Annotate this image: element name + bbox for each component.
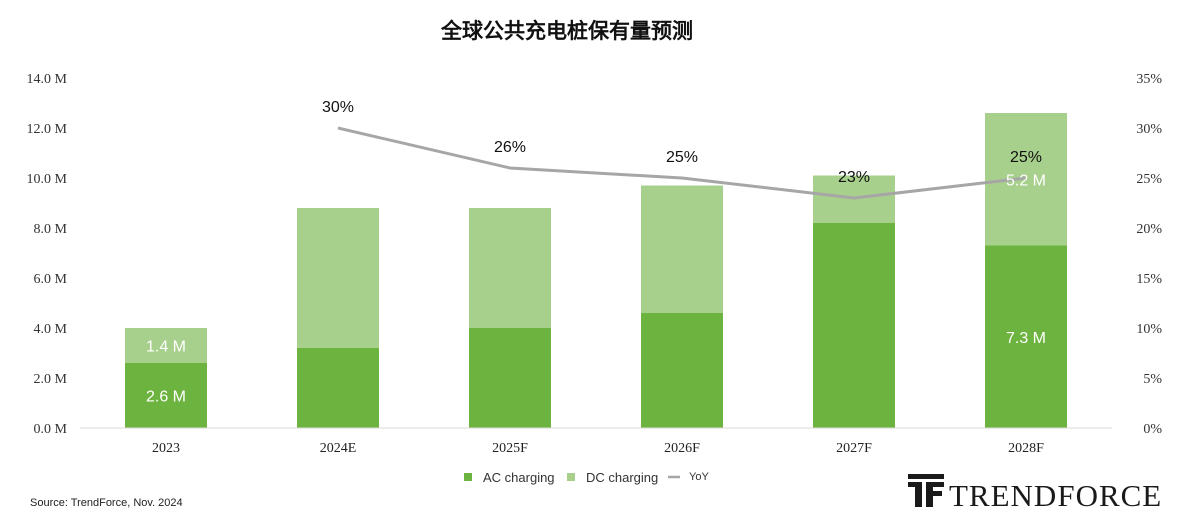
y-left-tick-7: 14.0 M xyxy=(27,72,68,87)
bar-ac-2027F xyxy=(813,223,895,428)
yoy-label-2026F: 25% xyxy=(666,149,698,166)
bar-label-ac-2023: 2.6 M xyxy=(146,389,186,406)
bar-ac-2023 xyxy=(125,363,207,428)
chart-title: 全球公共充电桩保有量预测 xyxy=(440,18,693,43)
legend-swatch-dc xyxy=(567,473,575,481)
yoy-line-layer xyxy=(337,126,1027,200)
x-tick-2025F: 2025F xyxy=(492,441,528,456)
x-tick-2023: 2023 xyxy=(152,441,180,456)
bar-dc-2024E xyxy=(297,208,379,348)
bar-dc-2023 xyxy=(125,328,207,363)
legend-label-ac: AC charging xyxy=(483,470,555,485)
trendforce-logo: TRENDFORCE xyxy=(908,474,1162,513)
bar-label-ac-2028F: 7.3 M xyxy=(1006,330,1046,347)
yoy-label-2025F: 26% xyxy=(494,139,526,156)
y-left-tick-2: 4.0 M xyxy=(34,322,68,337)
y-right-tick-2: 10% xyxy=(1136,322,1162,337)
y-left-tick-0: 0.0 M xyxy=(34,422,68,437)
legend: AC charging DC charging YoY xyxy=(464,470,709,485)
tf-logo-icon xyxy=(908,474,944,507)
bar-ac-2028F xyxy=(985,245,1067,428)
y-left-tick-1: 2.0 M xyxy=(34,372,68,387)
bar-ac-2026F xyxy=(641,313,723,428)
brand-name: TRENDFORCE xyxy=(949,478,1162,513)
x-tick-2027F: 2027F xyxy=(836,441,872,456)
bar-label-dc-2023: 1.4 M xyxy=(146,339,186,356)
x-tick-2024E: 2024E xyxy=(320,441,357,456)
yoy-label-2027F: 23% xyxy=(838,169,870,186)
bars-layer xyxy=(125,113,1067,428)
source-note: Source: TrendForce, Nov. 2024 xyxy=(30,497,183,509)
bar-ac-2025F xyxy=(469,328,551,428)
y-left-tick-3: 6.0 M xyxy=(34,272,68,287)
legend-label-dc: DC charging xyxy=(586,470,658,485)
data-labels-layer: 2.6 M 1.4 M 7.3 M 5.2 M 30% 26% 25% 23% 25% xyxy=(146,99,1046,406)
legend-label-yoy: YoY xyxy=(689,471,709,483)
bar-ac-2024E xyxy=(297,348,379,428)
bar-dc-2026F xyxy=(641,185,723,313)
y-right-tick-1: 5% xyxy=(1143,372,1162,387)
y-right-tick-0: 0% xyxy=(1143,422,1162,437)
x-tick-2028F: 2028F xyxy=(1008,441,1044,456)
bar-label-dc-2028F: 5.2 M xyxy=(1006,172,1046,189)
y-left-tick-4: 8.0 M xyxy=(34,222,68,237)
legend-swatch-ac xyxy=(464,473,472,481)
y-right-tick-5: 25% xyxy=(1136,172,1162,187)
yoy-label-2028F: 25% xyxy=(1010,149,1042,166)
bar-dc-2025F xyxy=(469,208,551,328)
axis-ticks-layer: 2023 2024E 2025F 2026F 2027F 2028F 0.0 M 2.0 M 4… xyxy=(27,72,1163,456)
yoy-label-2024E: 30% xyxy=(322,99,354,116)
y-right-tick-7: 35% xyxy=(1136,72,1162,87)
y-left-tick-5: 10.0 M xyxy=(27,172,68,187)
y-right-tick-6: 30% xyxy=(1136,122,1162,137)
x-tick-2026F: 2026F xyxy=(664,441,700,456)
y-left-tick-6: 12.0 M xyxy=(27,122,68,137)
y-right-tick-4: 20% xyxy=(1136,222,1162,237)
y-right-tick-3: 15% xyxy=(1136,272,1162,287)
